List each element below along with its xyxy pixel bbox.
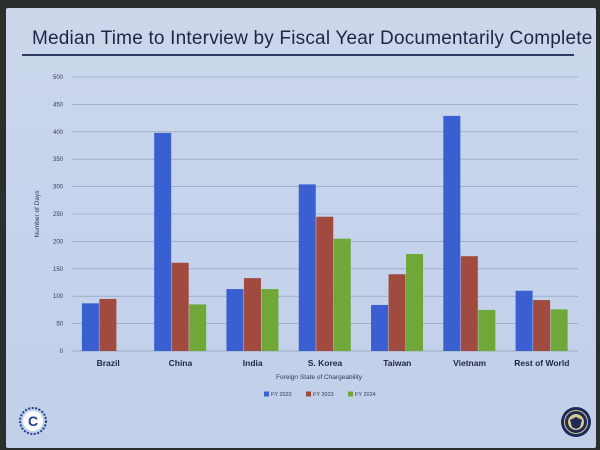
bar-fy-2022 [81, 303, 99, 351]
y-tick-label: 0 [60, 349, 64, 355]
bar-fy-2022 [226, 289, 244, 351]
bar-fy-2024 [333, 238, 351, 351]
y-tick-label: 100 [53, 294, 64, 300]
y-tick-label: 300 [53, 185, 64, 191]
bar-fy-2022 [371, 304, 389, 351]
legend-swatch [306, 391, 311, 397]
y-tick-label: 200 [53, 239, 64, 245]
y-axis-title: Number of Days [34, 190, 41, 238]
bar-chart: 0 50 100 150 200 250 300 350 400 450 500 Number of … [34, 75, 578, 398]
x-category-label: China [169, 358, 193, 368]
y-tick-label: 50 [56, 322, 63, 328]
bar-fy-2023 [533, 300, 551, 351]
y-tick-label: 400 [53, 130, 64, 136]
x-category-label: S. Korea [308, 358, 343, 368]
c-logo-icon: C [19, 407, 47, 435]
svg-text:C: C [28, 413, 38, 429]
bar-fy-2022 [443, 115, 461, 352]
bar-fy-2024 [189, 304, 207, 351]
x-axis-title: Foreign State of Chargeability [276, 374, 363, 381]
x-category-label: India [243, 358, 263, 368]
bar-fy-2024 [550, 309, 568, 351]
x-category-label: Taiwan [383, 358, 411, 368]
legend-label: FY 2022 [271, 392, 292, 398]
bar-fy-2024 [406, 254, 424, 351]
slide-title: Median Time to Interview by Fiscal Year … [32, 28, 593, 49]
x-category-label: Rest of World [514, 358, 569, 368]
bar-fy-2023 [460, 256, 478, 351]
bar-fy-2023 [99, 298, 117, 351]
legend-swatch [348, 391, 353, 397]
y-tick-label: 350 [53, 157, 64, 163]
x-category-label: Vietnam [453, 358, 486, 368]
bar-fy-2023 [388, 274, 406, 351]
bar-fy-2022 [298, 184, 316, 351]
bar-fy-2024 [478, 309, 496, 351]
bar-fy-2022 [515, 290, 533, 351]
bar-fy-2023 [316, 216, 334, 351]
y-tick-label: 150 [53, 267, 64, 273]
presentation-slide: Median Time to Interview by Fiscal Year … [6, 8, 596, 448]
legend-label: FY 2023 [313, 392, 334, 398]
bar-fy-2022 [154, 132, 172, 351]
y-tick-label: 250 [53, 212, 64, 218]
bar-fy-2023 [171, 262, 189, 351]
y-tick-label: 450 [53, 102, 64, 108]
y-tick-label: 500 [53, 75, 64, 81]
bar-fy-2023 [243, 278, 261, 351]
x-category-label: Brazil [97, 358, 120, 368]
legend-swatch [264, 391, 269, 397]
legend-label: FY 2024 [355, 392, 376, 398]
state-seal-icon [561, 407, 591, 437]
bar-fy-2024 [261, 289, 279, 351]
title-bar: Median Time to Interview by Fiscal Year … [22, 16, 592, 56]
